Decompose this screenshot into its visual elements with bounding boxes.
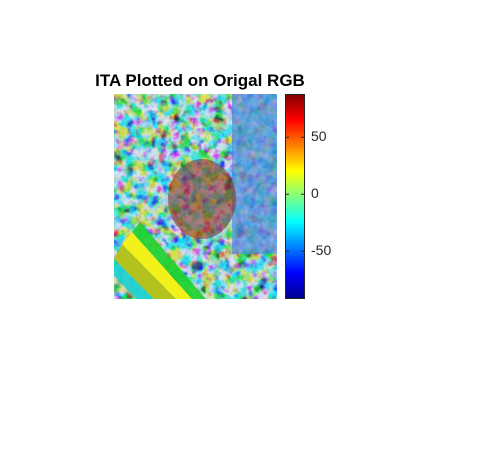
colorbar-tick-label: -50	[311, 242, 332, 259]
image-face-region	[168, 159, 236, 239]
image-sash-band-3	[122, 232, 192, 299]
colorbar	[285, 94, 305, 299]
colorbar-tick-label: 0	[311, 185, 319, 202]
image-sash-band-1	[114, 244, 176, 299]
image-sash-band-2	[114, 259, 154, 299]
colorbar-tick-label: 50	[311, 128, 327, 145]
chart-title: ITA Plotted on Origal RGB	[95, 71, 305, 90]
colorbar-ticks	[285, 136, 305, 252]
image-sash-band-4	[132, 222, 206, 299]
colorbar-gradient	[285, 94, 305, 299]
ita-image	[114, 94, 277, 299]
